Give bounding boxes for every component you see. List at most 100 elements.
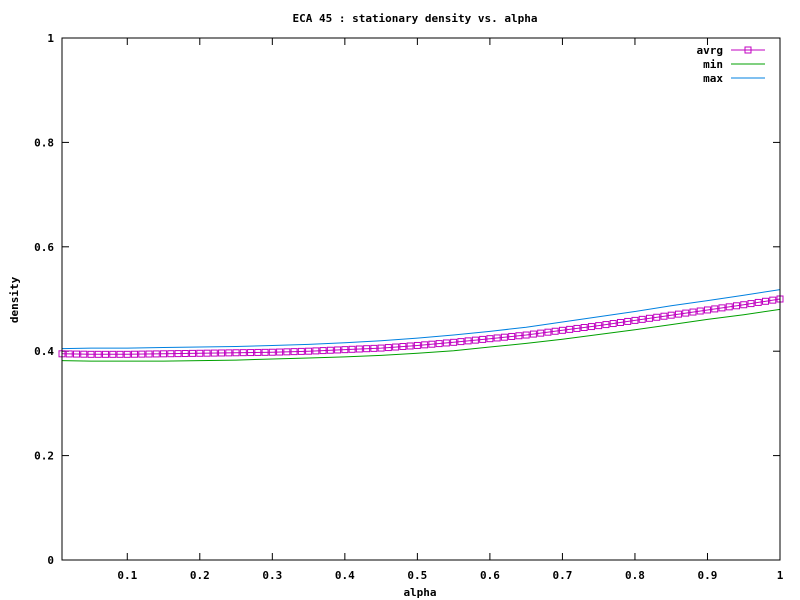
data-point-avrg [711, 305, 719, 313]
data-point-avrg [138, 350, 146, 358]
x-tick-label: 0.7 [552, 569, 572, 582]
data-point-avrg [196, 349, 204, 357]
data-point-avrg [486, 335, 494, 343]
y-tick-label: 0 [47, 554, 54, 567]
x-axis-label: alpha [403, 586, 436, 599]
x-tick-label: 0.3 [262, 569, 282, 582]
data-point-avrg [123, 350, 131, 358]
data-point-avrg [471, 336, 479, 344]
data-point-avrg [667, 311, 675, 319]
data-point-avrg [261, 348, 269, 356]
series-line-avrg [61, 298, 781, 355]
data-point-avrg [297, 347, 305, 355]
x-tick-label: 0.9 [698, 569, 718, 582]
data-point-avrg [152, 350, 160, 358]
data-point-avrg [479, 335, 487, 343]
data-point-avrg [464, 337, 472, 345]
y-tick-label: 0.8 [34, 136, 54, 149]
data-point-avrg [595, 322, 603, 330]
data-point-avrg [218, 349, 226, 357]
data-point-avrg [116, 350, 124, 358]
x-tick-label: 0.5 [407, 569, 427, 582]
data-point-avrg [696, 307, 704, 315]
data-point-avrg [529, 330, 537, 338]
chart-title: ECA 45 : stationary density vs. alpha [292, 12, 537, 25]
data-point-avrg [631, 316, 639, 324]
data-point-avrg [558, 326, 566, 334]
data-point-avrg [65, 350, 73, 358]
data-point-avrg [587, 323, 595, 331]
data-point-avrg [638, 315, 646, 323]
data-point-avrg [319, 347, 327, 355]
data-point-avrg [80, 350, 88, 358]
data-point-avrg [537, 329, 545, 337]
data-point-avrg [732, 302, 740, 310]
data-point-avrg [566, 325, 574, 333]
data-point-avrg [225, 349, 233, 357]
data-point-avrg [515, 332, 523, 340]
series-layer [58, 289, 784, 362]
data-point-avrg [384, 344, 392, 352]
data-point-avrg [616, 318, 624, 326]
x-tick-label: 0.6 [480, 569, 500, 582]
data-point-avrg [109, 350, 117, 358]
data-point-avrg [87, 350, 95, 358]
data-point-avrg [377, 344, 385, 352]
data-point-avrg [450, 338, 458, 346]
x-tick-label: 1 [777, 569, 784, 582]
y-tick-label: 1 [47, 32, 54, 45]
data-point-avrg [428, 340, 436, 348]
data-point-avrg [73, 350, 81, 358]
data-point-avrg [442, 339, 450, 347]
data-point-avrg [421, 341, 429, 349]
data-point-avrg [181, 349, 189, 357]
data-point-avrg [276, 348, 284, 356]
data-point-avrg [290, 348, 298, 356]
data-point-avrg [348, 345, 356, 353]
data-point-avrg [689, 308, 697, 316]
data-point-avrg [522, 331, 530, 339]
data-point-avrg [312, 347, 320, 355]
data-point-avrg [160, 350, 168, 358]
data-point-avrg [334, 346, 342, 354]
data-point-avrg [754, 298, 762, 306]
data-point-avrg [239, 349, 247, 357]
data-point-avrg [493, 334, 501, 342]
data-point-avrg [406, 342, 414, 350]
x-tick-label: 0.8 [625, 569, 645, 582]
legend-label-min: min [703, 58, 723, 71]
data-point-avrg [718, 304, 726, 312]
data-point-avrg [747, 300, 755, 308]
legend-label-avrg: avrg [697, 44, 724, 57]
series-line-max [61, 289, 781, 350]
data-point-avrg [725, 303, 733, 311]
data-point-avrg [703, 306, 711, 314]
data-point-avrg [210, 349, 218, 357]
legend-label-max: max [703, 72, 723, 85]
data-point-avrg [573, 324, 581, 332]
data-point-avrg [145, 350, 153, 358]
data-point-avrg [355, 345, 363, 353]
data-point-avrg [131, 350, 139, 358]
data-point-avrg [94, 350, 102, 358]
data-point-avrg [268, 348, 276, 356]
data-point-avrg [102, 350, 110, 358]
data-point-avrg [247, 349, 255, 357]
series-line-min [61, 308, 781, 362]
data-point-avrg [551, 327, 559, 335]
x-tick-label: 0.1 [117, 569, 137, 582]
data-point-avrg [399, 343, 407, 351]
y-tick-label: 0.6 [34, 241, 54, 254]
data-point-avrg [653, 313, 661, 321]
data-point-avrg [508, 332, 516, 340]
data-point-avrg [326, 346, 334, 354]
data-point-avrg [682, 309, 690, 317]
data-point-avrg [413, 341, 421, 349]
y-tick-label: 0.4 [34, 345, 54, 358]
y-axis-label: density [8, 276, 21, 323]
data-point-avrg [674, 310, 682, 318]
data-point-avrg [602, 321, 610, 329]
y-tick-label: 0.2 [34, 450, 54, 463]
data-point-avrg [232, 349, 240, 357]
